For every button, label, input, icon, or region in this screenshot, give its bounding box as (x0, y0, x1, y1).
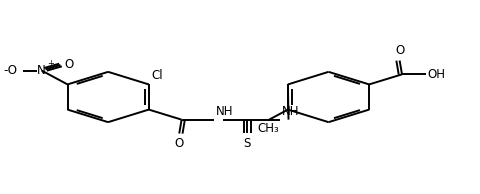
Text: O: O (175, 137, 184, 150)
Text: S: S (243, 137, 251, 150)
Text: Cl: Cl (151, 69, 163, 82)
Text: O: O (64, 58, 73, 71)
Text: NH: NH (216, 105, 233, 118)
Text: OH: OH (428, 68, 446, 81)
Text: O: O (395, 44, 404, 57)
Text: -O: -O (3, 64, 17, 77)
Text: +: + (48, 59, 54, 68)
Text: NH: NH (281, 105, 299, 118)
Text: CH₃: CH₃ (257, 122, 279, 135)
Text: N: N (37, 64, 46, 77)
